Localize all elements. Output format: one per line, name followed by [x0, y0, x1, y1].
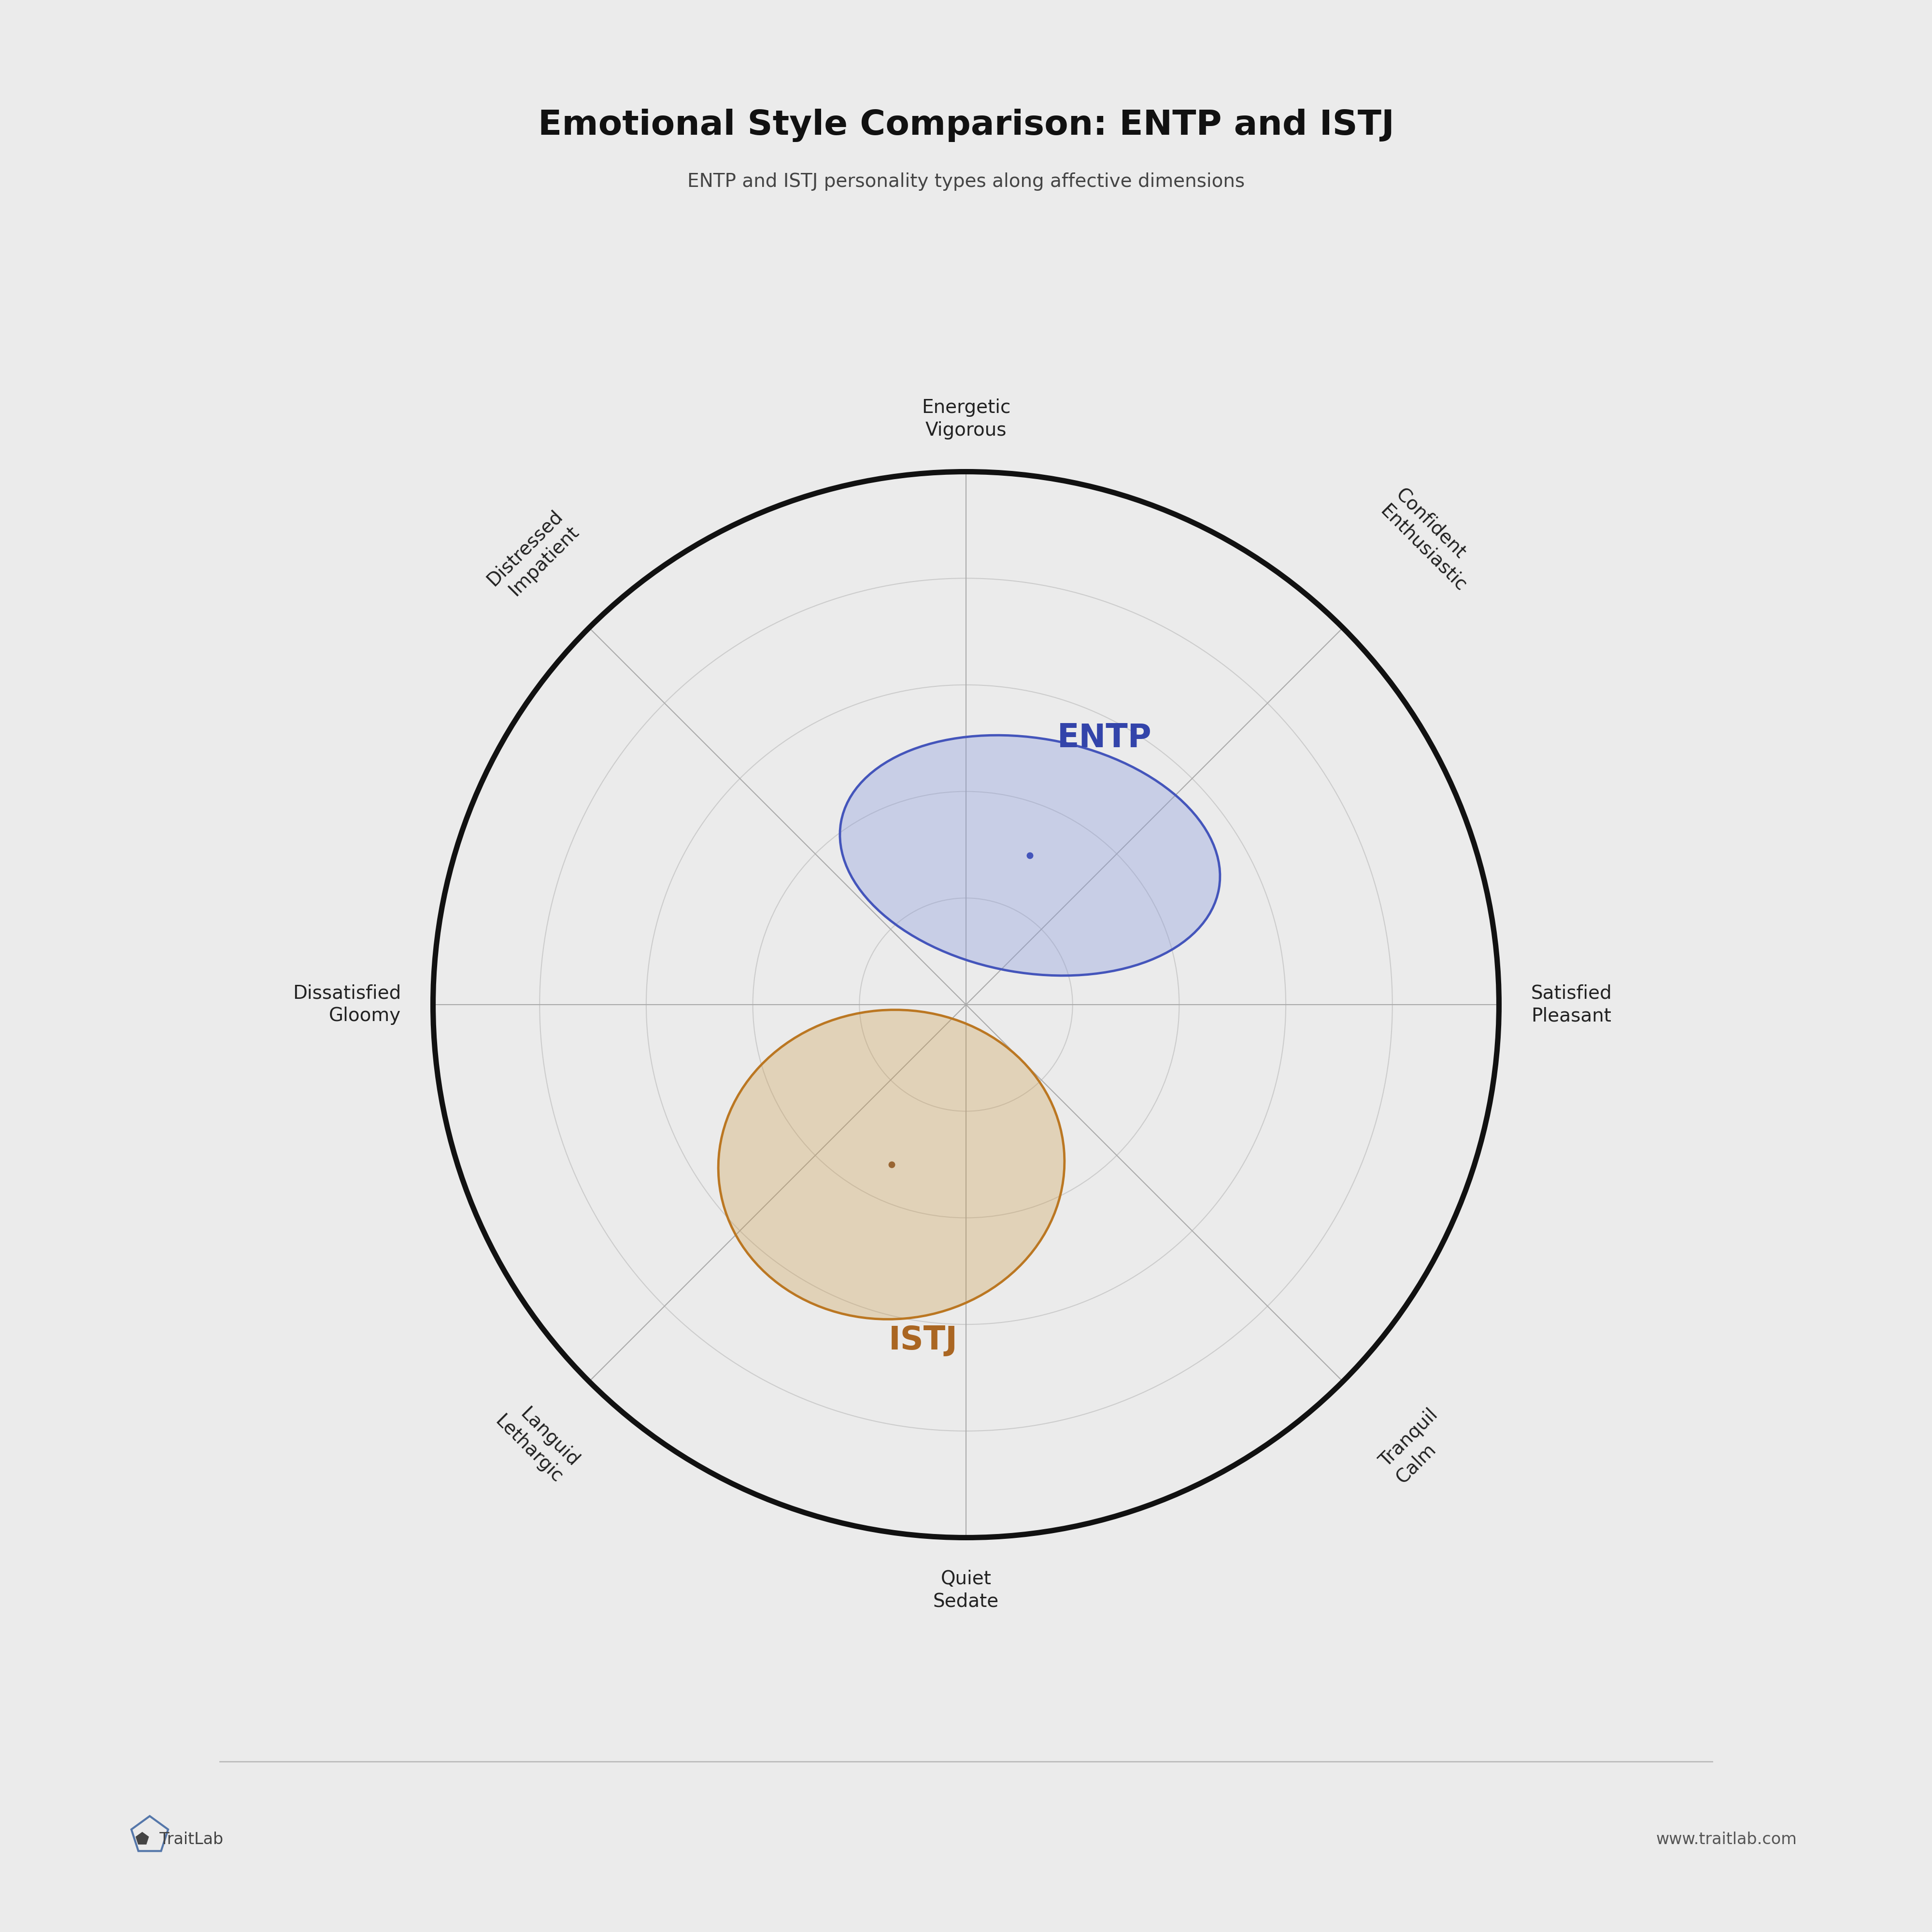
- Text: www.traitlab.com: www.traitlab.com: [1656, 1832, 1797, 1847]
- Text: Distressed
Impatient: Distressed Impatient: [483, 506, 582, 605]
- Ellipse shape: [840, 736, 1219, 976]
- Text: Dissatisfied
Gloomy: Dissatisfied Gloomy: [294, 983, 402, 1026]
- Text: Emotional Style Comparison: ENTP and ISTJ: Emotional Style Comparison: ENTP and IST…: [537, 108, 1395, 143]
- Text: Tranquil
Calm: Tranquil Calm: [1376, 1405, 1457, 1488]
- Text: ENTP: ENTP: [1057, 723, 1151, 753]
- Text: ENTP and ISTJ personality types along affective dimensions: ENTP and ISTJ personality types along af…: [688, 172, 1244, 191]
- Text: Quiet
Sedate: Quiet Sedate: [933, 1569, 999, 1611]
- Text: ISTJ: ISTJ: [889, 1325, 958, 1356]
- Text: Energetic
Vigorous: Energetic Vigorous: [922, 398, 1010, 440]
- Text: ⬟  TraitLab: ⬟ TraitLab: [135, 1832, 224, 1847]
- Ellipse shape: [719, 1010, 1065, 1320]
- Text: Satisfied
Pleasant: Satisfied Pleasant: [1530, 983, 1611, 1026]
- Text: Confident
Enthusiastic: Confident Enthusiastic: [1376, 485, 1486, 595]
- Text: Languid
Lethargic: Languid Lethargic: [491, 1397, 582, 1488]
